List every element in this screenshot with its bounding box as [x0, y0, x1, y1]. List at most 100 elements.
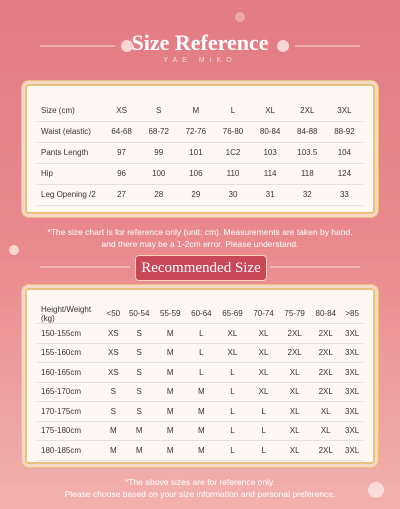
cell: 97	[103, 142, 141, 164]
cell: <50	[103, 304, 124, 324]
cell: 3XL	[341, 343, 363, 363]
cell: L	[248, 401, 280, 422]
cell: S	[103, 382, 124, 402]
cell: 104	[325, 142, 363, 164]
cell: 30	[214, 184, 252, 206]
table-row: Waist (elastic) 64-68 68-72 72-76 76-80 80-84…	[37, 121, 363, 143]
cell: XL	[279, 362, 311, 383]
cell: 65-69	[216, 304, 248, 324]
cell: 55-59	[154, 304, 186, 324]
cell: 72-76	[177, 121, 215, 143]
table-row: 155-160cm XS S M L XL XL 2XL 2XL 3XL	[37, 343, 363, 363]
row-label: Hip	[37, 163, 103, 185]
cell: XL	[248, 362, 280, 383]
cell: M	[185, 401, 217, 422]
row-label: 170-175cm	[37, 401, 103, 422]
cell: 31	[251, 184, 289, 206]
cell: M	[154, 440, 186, 461]
cell: L	[185, 362, 217, 383]
recommended-note: *The above sizes are for reference only.…	[0, 476, 400, 500]
cell: XL	[216, 323, 248, 344]
row-label: 150-155cm	[37, 323, 103, 344]
cell: 68-72	[140, 121, 178, 143]
cell: 80-84	[251, 121, 289, 143]
cell: 1C2	[214, 142, 252, 164]
row-label: Waist (elastic)	[37, 121, 103, 143]
header-row: Height/Weight (kg) <50 50-54 55-59 60-64 65-6…	[37, 304, 363, 324]
cell: 70-74	[248, 304, 280, 324]
row-label: 155-160cm	[37, 343, 103, 363]
size-card: Size (cm) XS S M L XL 2XL 3XL Waist (elastic) 64-…	[25, 84, 375, 214]
cell: 124	[325, 163, 363, 185]
cell: XL	[310, 401, 342, 422]
cell: 2XL	[279, 343, 311, 363]
cell: 27	[103, 184, 141, 206]
cell: 118	[288, 163, 326, 185]
cell: XL	[279, 382, 311, 402]
table-row: Leg Opening /2 27 28 29 30 31 32 33	[37, 184, 363, 206]
cell: S	[123, 401, 155, 422]
cell: 106	[177, 163, 215, 185]
cell: XL	[279, 440, 311, 461]
table-row: 175-180cm M M M M L L XL XL 3XL	[37, 421, 363, 441]
cell: L	[216, 362, 248, 383]
cell: M	[103, 440, 124, 461]
cell: 103	[251, 142, 289, 164]
cell: 3XL	[325, 100, 363, 122]
cell: 3XL	[341, 440, 363, 461]
header-row: Size (cm) XS S M L XL 2XL 3XL	[37, 100, 363, 122]
cell: L	[216, 440, 248, 461]
cell: XL	[216, 343, 248, 363]
table-row: 180-185cm M M M M L L XL 2XL 3XL	[37, 440, 363, 461]
cell: M	[185, 382, 217, 402]
cell: M	[154, 382, 186, 402]
cell: XS	[103, 100, 141, 122]
cell: 100	[140, 163, 178, 185]
title: Size Reference	[131, 30, 269, 55]
section-title: Recommended Size	[135, 255, 267, 281]
cell: 76-80	[214, 121, 252, 143]
note-line: *The above sizes are for reference only.	[124, 477, 276, 487]
cell: M	[185, 440, 217, 461]
cell: >85	[341, 304, 363, 324]
cell: 2XL	[310, 440, 342, 461]
cell: 28	[140, 184, 178, 206]
row-label: 165-170cm	[37, 382, 103, 402]
cell: L	[248, 421, 280, 441]
cell: XL	[310, 421, 342, 441]
cell: L	[216, 382, 248, 402]
cell: 3XL	[341, 362, 363, 383]
cell: L	[216, 401, 248, 422]
cell: M	[123, 440, 155, 461]
row-label: Size (cm)	[37, 100, 103, 122]
cell: 103.5	[288, 142, 326, 164]
subtitle: YAE MIKO	[163, 57, 237, 64]
cell: 99	[140, 142, 178, 164]
cell: 96	[103, 163, 141, 185]
cell: XS	[103, 362, 124, 383]
cell: 3XL	[341, 401, 363, 422]
cell: 84-88	[288, 121, 326, 143]
cell: L	[214, 100, 252, 122]
cell: 110	[214, 163, 252, 185]
cell: 2XL	[310, 362, 342, 383]
note-line: Please choose based on your size informa…	[64, 489, 336, 499]
cell: M	[154, 401, 186, 422]
row-label: Leg Opening /2	[37, 184, 103, 206]
cell: M	[177, 100, 215, 122]
cell: S	[123, 382, 155, 402]
cell: 114	[251, 163, 289, 185]
cell: M	[154, 323, 186, 344]
cell: 88-92	[325, 121, 363, 143]
cell: 3XL	[341, 421, 363, 441]
cell: XL	[279, 401, 311, 422]
cell: 101	[177, 142, 215, 164]
cell: 50-54	[123, 304, 155, 324]
cell: M	[103, 421, 124, 441]
row-label: 175-180cm	[37, 421, 103, 441]
cell: S	[140, 100, 178, 122]
recommended-card: Height/Weight (kg) <50 50-54 55-59 60-64 65-6…	[25, 288, 375, 464]
table-row: Hip 96 100 106 110 114 118 124	[37, 163, 363, 185]
